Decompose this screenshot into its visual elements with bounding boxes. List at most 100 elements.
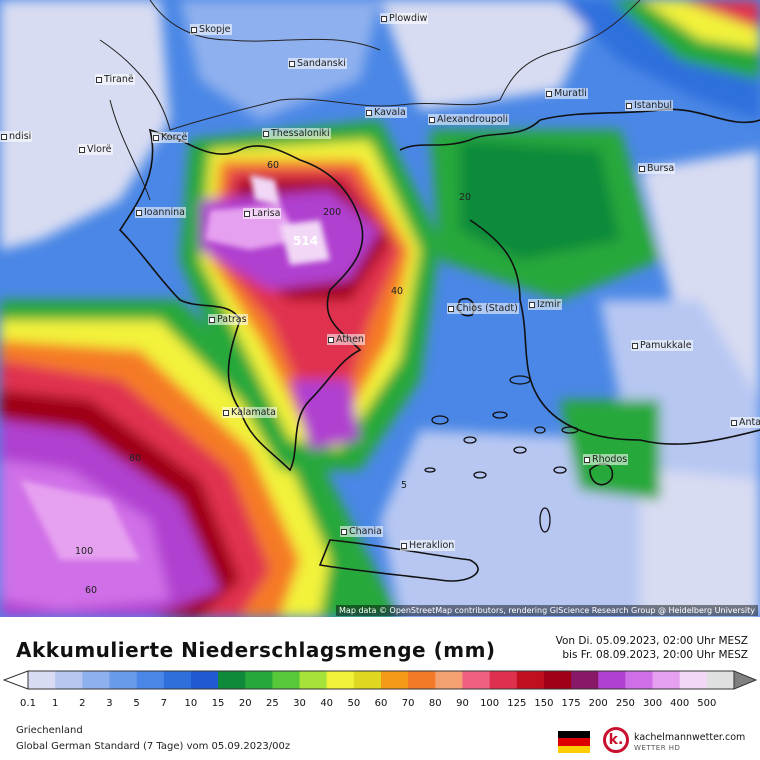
scale-tick-label: 150 [534, 698, 554, 709]
scale-swatch [55, 671, 83, 689]
scale-swatch [163, 671, 192, 689]
color-scale-bar [2, 670, 758, 690]
scale-swatch [571, 671, 599, 689]
scale-right-arrow [733, 670, 758, 690]
region-label: Griechenland [16, 725, 83, 736]
period-from: Von Di. 05.09.2023, 02:00 Uhr MESZ [555, 635, 748, 647]
color-scale: 0.1 1 2 3 5 7 10 15 20 25 30 40 50 60 70 80 90 100 125 150 1… [0, 669, 760, 709]
contour-max-label: 514 [293, 234, 319, 248]
precipitation-map: Skopje Plowdiw Sandanski Tiranë Muratli … [0, 0, 760, 617]
scale-swatch [679, 671, 708, 689]
islands [424, 375, 579, 533]
scale-swatch [706, 671, 735, 689]
scale-tick-label: 0.1 [20, 698, 36, 709]
scale-tick-label: 25 [266, 698, 279, 709]
city-label: Plowdiw [380, 13, 429, 24]
scale-swatch [353, 671, 382, 689]
scale-tick-label: 7 [160, 698, 167, 709]
country-borders [99, 0, 641, 201]
scale-tick-label: 300 [642, 698, 663, 709]
scale-swatch [28, 671, 56, 689]
scale-tick-label: 15 [211, 698, 225, 709]
city-label: Vlorë [78, 144, 113, 155]
scale-swatch [543, 671, 572, 689]
scale-swatch [408, 671, 436, 689]
scale-tick-label: 40 [320, 698, 334, 709]
scale-tick-label: 80 [428, 698, 442, 709]
scale-tick-label: 100 [480, 698, 500, 709]
legend-title: Akkumulierte Niederschlagsmenge (mm) [16, 638, 496, 662]
city-label: Patras [208, 314, 248, 325]
german-flag-icon [558, 731, 590, 753]
city-label: Izmir [528, 299, 562, 310]
scale-tick-label: 10 [184, 698, 198, 709]
scale-tick-label: 60 [374, 698, 388, 709]
brand-subtitle: WETTER HD [634, 744, 681, 752]
scale-swatch [272, 671, 301, 689]
map-attribution: Map data © OpenStreetMap contributors, r… [336, 605, 758, 616]
brand-name[interactable]: kachelmannwetter.com [634, 732, 746, 743]
contour-label: 80 [129, 453, 142, 464]
legend-panel: Akkumulierte Niederschlagsmenge (mm) Von… [0, 617, 760, 760]
scale-tick-label: 250 [615, 698, 635, 709]
scale-tick-label: 5 [133, 698, 140, 709]
city-label: Chios (Stadt) [447, 303, 519, 314]
city-label: Kalamata [222, 407, 277, 418]
period-to: bis Fr. 08.09.2023, 20:00 Uhr MESZ [562, 649, 748, 661]
contour-label: 60 [267, 160, 280, 171]
scale-left-arrow [2, 670, 29, 690]
scale-swatch [326, 671, 355, 689]
city-label: Sandanski [288, 58, 347, 69]
scale-tick-label: 20 [238, 698, 252, 709]
city-label: Larisa [243, 208, 282, 219]
city-label: Antal [730, 417, 760, 428]
scale-swatch [489, 671, 518, 689]
scale-swatch [245, 671, 273, 689]
scale-swatch [82, 671, 110, 689]
city-label: ndisi [0, 131, 33, 142]
scale-tick-label: 500 [697, 698, 717, 709]
city-label: Istanbul [625, 100, 674, 111]
scale-tick-label: 125 [507, 698, 527, 709]
scale-swatch [516, 671, 545, 689]
city-label: Alexandroupoli [428, 114, 509, 125]
scale-swatch [381, 671, 409, 689]
city-label: Pamukkale [631, 340, 693, 351]
scale-tick-label: 30 [293, 698, 306, 709]
kachelmann-logo-icon: k. [603, 727, 629, 753]
city-label: Kavala [365, 107, 407, 118]
city-label: Korçë [152, 132, 189, 143]
scale-tick-label: 2 [79, 698, 86, 709]
scale-tick-label: 1 [51, 698, 59, 709]
city-label: Athen [327, 334, 365, 345]
scale-swatch [625, 671, 654, 689]
contour-label: 5 [401, 480, 408, 491]
scale-swatch [462, 671, 491, 689]
city-label: Muratli [545, 88, 588, 99]
contour-label: 200 [323, 207, 342, 218]
city-label: Skopje [190, 24, 232, 35]
scale-tick-label: 90 [456, 698, 469, 709]
scale-swatch [109, 671, 138, 689]
scale-tick-label: 175 [561, 698, 581, 709]
scale-swatch [299, 671, 328, 689]
contour-label: 20 [459, 192, 472, 203]
scale-tick-label: 400 [670, 698, 690, 709]
scale-tick-label: 50 [347, 698, 361, 709]
city-label: Tiranë [95, 74, 135, 85]
city-label: Chania [340, 526, 383, 537]
scale-tick-label: 70 [401, 698, 415, 709]
contour-label: 40 [391, 286, 404, 297]
scale-swatch [218, 671, 246, 689]
scale-swatch [652, 671, 681, 689]
scale-swatch [190, 671, 219, 689]
city-label: Ioannina [135, 207, 186, 218]
scale-swatch [136, 671, 165, 689]
scale-swatch [598, 671, 626, 689]
city-label: Heraklion [400, 540, 456, 551]
model-label: Global German Standard (7 Tage) vom 05.0… [16, 741, 291, 752]
scale-tick-label: 3 [106, 698, 113, 709]
contour-label: 100 [75, 546, 94, 557]
city-label: Bursa [638, 163, 676, 174]
scale-swatch [435, 671, 463, 689]
